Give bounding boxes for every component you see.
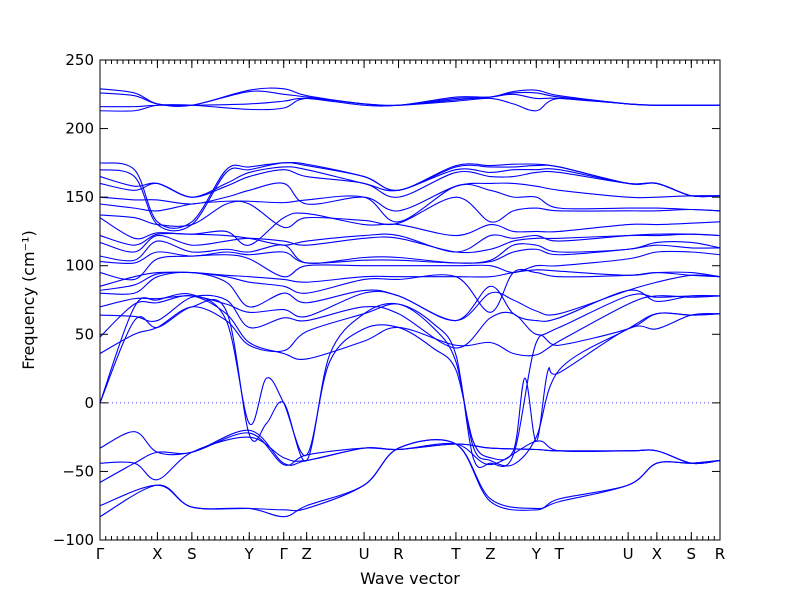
- y-tick-label: −50: [62, 462, 94, 480]
- x-tick-label-2: X: [152, 545, 162, 563]
- x-tick-label-3: S: [187, 545, 197, 563]
- x-tick-label-4: Y: [244, 545, 255, 563]
- band-line-14: [100, 269, 720, 287]
- x-axis-label: Wave vector: [360, 569, 460, 588]
- x-tick-label-1: Γ: [96, 545, 105, 563]
- x-tick-label-10: Z: [485, 545, 495, 563]
- x-tick-label-13: U: [623, 545, 634, 563]
- band-line-5: [100, 431, 720, 466]
- x-tick-label-8: R: [393, 545, 403, 563]
- x-tick-label-11: Y: [531, 545, 542, 563]
- y-axis-label: Frequency (cm⁻¹): [19, 230, 38, 369]
- x-tick-label-7: U: [359, 545, 370, 563]
- x-tick-label-14: X: [652, 545, 662, 563]
- y-tick-label: −100: [53, 531, 94, 549]
- band-line-23: [100, 182, 720, 212]
- y-tick-label: 0: [84, 394, 94, 412]
- y-tick-label: 150: [65, 188, 94, 206]
- band-line-27: [100, 161, 720, 229]
- y-tick-labels: −100 −50 0 50 100 150 200 250: [53, 51, 94, 549]
- y-tick-label: 50: [75, 325, 94, 343]
- band-line-31: [100, 87, 720, 107]
- plot-background: [100, 60, 720, 540]
- band-line-10: [100, 293, 720, 349]
- y-tick-label: 200: [65, 120, 94, 138]
- x-tick-label-6: Z: [302, 545, 312, 563]
- x-tick-label-9: T: [450, 545, 461, 563]
- y-tick-label: 250: [65, 51, 94, 69]
- x-tick-label-12: T: [554, 545, 565, 563]
- band-lines: [100, 87, 720, 518]
- band-line-2: [100, 439, 720, 512]
- x-tick-label-16: R: [715, 545, 725, 563]
- x-tick-label-15: S: [687, 545, 697, 563]
- y-tick-label: 100: [65, 257, 94, 275]
- band-line-8: [100, 303, 720, 469]
- band-line-17: [100, 240, 720, 264]
- plot-area: [100, 60, 720, 540]
- plot-frame: [99, 59, 721, 541]
- x-tick-label-5: Γ: [280, 545, 289, 563]
- axis-ticks: [99, 59, 721, 541]
- band-line-20: [100, 212, 720, 246]
